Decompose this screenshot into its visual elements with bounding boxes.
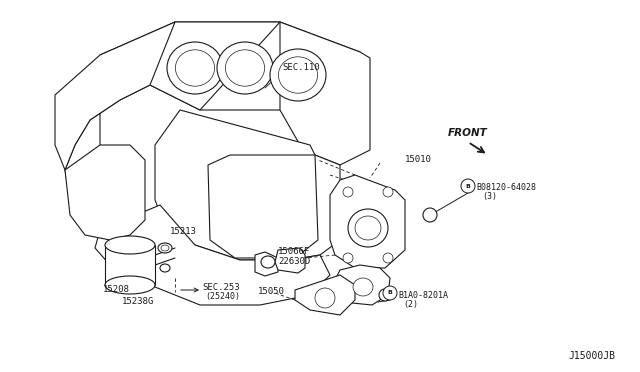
Ellipse shape — [217, 42, 273, 94]
Text: 15208: 15208 — [103, 285, 130, 295]
Polygon shape — [255, 252, 278, 276]
Polygon shape — [208, 155, 318, 258]
Ellipse shape — [167, 42, 223, 94]
Circle shape — [423, 208, 437, 222]
Text: SEC.253: SEC.253 — [202, 282, 239, 292]
Circle shape — [343, 187, 353, 197]
Text: (2): (2) — [403, 301, 418, 310]
Circle shape — [383, 286, 397, 300]
Text: (25240): (25240) — [205, 292, 240, 301]
Polygon shape — [65, 145, 145, 240]
Circle shape — [379, 289, 391, 301]
Ellipse shape — [175, 50, 214, 86]
Text: 15213: 15213 — [170, 228, 197, 237]
Polygon shape — [335, 265, 390, 305]
Text: FRONT: FRONT — [448, 128, 488, 138]
Text: 15238G: 15238G — [122, 298, 154, 307]
Circle shape — [315, 288, 335, 308]
Text: B1A0-8201A: B1A0-8201A — [398, 291, 448, 299]
Text: 15066F: 15066F — [278, 247, 310, 257]
Polygon shape — [330, 175, 405, 268]
Text: (3): (3) — [482, 192, 497, 201]
Text: B08120-64028: B08120-64028 — [476, 183, 536, 192]
Polygon shape — [275, 248, 305, 273]
Circle shape — [343, 253, 353, 263]
Polygon shape — [130, 22, 360, 125]
Polygon shape — [280, 22, 370, 165]
Polygon shape — [105, 245, 155, 285]
Polygon shape — [65, 22, 280, 230]
Text: SEC.110: SEC.110 — [282, 64, 319, 73]
Ellipse shape — [270, 49, 326, 101]
Circle shape — [383, 253, 393, 263]
Text: B: B — [388, 291, 392, 295]
Ellipse shape — [348, 209, 388, 247]
Text: 15010: 15010 — [405, 155, 432, 164]
Ellipse shape — [353, 278, 373, 296]
Text: 22630D: 22630D — [278, 257, 310, 266]
Ellipse shape — [278, 57, 317, 93]
Ellipse shape — [161, 245, 169, 251]
Polygon shape — [95, 205, 330, 305]
Ellipse shape — [158, 243, 172, 253]
Ellipse shape — [160, 264, 170, 272]
Ellipse shape — [355, 216, 381, 240]
Ellipse shape — [225, 50, 264, 86]
Text: 15050: 15050 — [258, 288, 285, 296]
Polygon shape — [295, 275, 355, 315]
Circle shape — [461, 179, 475, 193]
Polygon shape — [155, 110, 340, 260]
Text: B: B — [465, 183, 470, 189]
Ellipse shape — [105, 236, 155, 254]
Text: J15000JB: J15000JB — [568, 351, 615, 361]
Polygon shape — [55, 22, 175, 170]
Ellipse shape — [105, 276, 155, 294]
Circle shape — [383, 187, 393, 197]
Ellipse shape — [261, 256, 275, 268]
